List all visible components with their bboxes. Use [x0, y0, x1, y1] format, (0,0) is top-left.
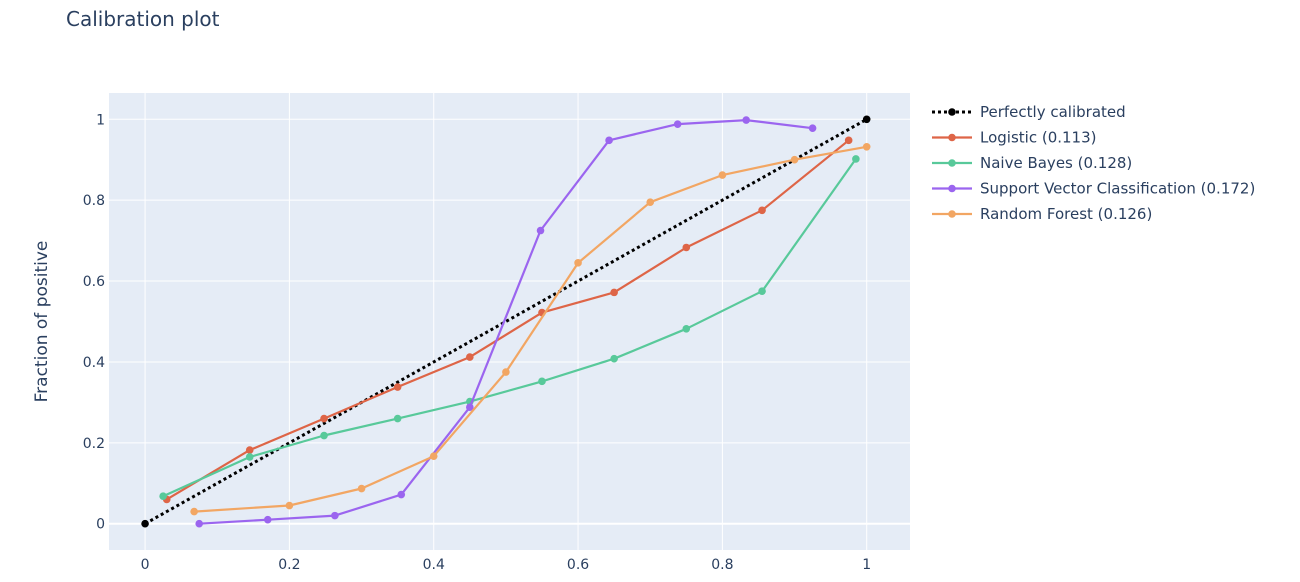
y-tick-label: 0.8	[83, 193, 105, 209]
data-point	[682, 324, 691, 333]
axis-ticks: 0 0.2 0.4 0.6 0.8 1 0 0.2 0.4 0.6 0.8 1	[83, 112, 871, 573]
series-3	[195, 116, 817, 528]
series-4	[190, 142, 871, 516]
data-point	[610, 288, 618, 297]
plot-area	[109, 93, 910, 550]
legend[interactable]: Perfectly calibrated Logistic (0.113) Naiv…	[932, 103, 1255, 223]
data-point	[610, 354, 618, 363]
data-point	[808, 124, 817, 132]
legend-label: Naive Bayes (0.128)	[980, 154, 1132, 172]
data-point	[245, 446, 254, 454]
legend-marker	[948, 133, 956, 142]
x-tick-label: 0.4	[423, 557, 445, 573]
data-point	[742, 116, 750, 124]
x-tick-label: 0.2	[278, 557, 300, 573]
data-point	[429, 452, 438, 460]
legend-marker	[948, 210, 956, 218]
data-point	[320, 431, 328, 440]
series-line	[194, 145, 867, 513]
data-point	[862, 115, 871, 124]
data-point	[190, 507, 198, 516]
series-0	[141, 115, 871, 528]
data-point	[502, 368, 510, 376]
data-point	[646, 198, 655, 206]
legend-marker	[948, 108, 956, 116]
data-point	[574, 259, 582, 267]
legend-marker	[948, 159, 956, 167]
data-point	[331, 511, 339, 520]
x-tick-label: 0.8	[711, 557, 733, 573]
x-tick-label: 1	[862, 557, 871, 573]
series-line	[199, 118, 813, 525]
data-point	[141, 519, 149, 528]
y-axis-title: Fraction of positive	[32, 241, 52, 403]
data-point	[852, 155, 860, 163]
data-point	[682, 243, 691, 252]
data-point	[285, 501, 294, 510]
legend-item[interactable]: Logistic (0.113)	[932, 129, 1096, 147]
legend-label: Support Vector Classification (0.172)	[980, 180, 1255, 198]
data-point	[673, 120, 682, 128]
legend-item[interactable]: Perfectly calibrated	[932, 103, 1126, 121]
legend-label: Perfectly calibrated	[980, 103, 1126, 121]
data-point	[393, 414, 402, 423]
data-point	[718, 171, 727, 179]
data-point	[538, 377, 546, 386]
data-point	[357, 484, 366, 493]
legend-label: Logistic (0.113)	[980, 129, 1096, 147]
y-tick-label: 1	[96, 112, 105, 128]
legend-item[interactable]: Naive Bayes (0.128)	[932, 154, 1132, 172]
data-point	[466, 403, 474, 412]
grid-lines	[109, 93, 910, 550]
y-tick-label: 0.6	[83, 274, 105, 290]
x-tick-label: 0	[141, 557, 150, 573]
data-point	[159, 492, 167, 501]
chart-title: Calibration plot	[66, 7, 220, 31]
x-tick-label: 0.6	[567, 557, 589, 573]
data-point	[466, 353, 474, 361]
y-tick-label: 0.2	[83, 436, 105, 452]
data-point	[790, 155, 799, 164]
data-point	[536, 226, 545, 235]
data-point	[195, 519, 204, 528]
y-tick-label: 0	[96, 517, 105, 533]
series-layer	[141, 115, 871, 528]
legend-label: Random Forest (0.126)	[980, 205, 1152, 223]
data-point	[605, 136, 613, 145]
data-point	[844, 136, 853, 145]
data-point	[758, 287, 766, 295]
series-line	[166, 139, 850, 501]
series-line	[162, 158, 857, 498]
y-tick-label: 0.4	[83, 355, 105, 371]
legend-item[interactable]: Support Vector Classification (0.172)	[932, 180, 1255, 198]
data-point	[397, 490, 406, 499]
legend-marker	[948, 184, 956, 193]
series-2	[159, 155, 860, 501]
data-point	[320, 414, 328, 423]
data-point	[263, 515, 272, 524]
data-point	[393, 383, 402, 391]
data-point	[245, 453, 254, 461]
data-point	[758, 206, 766, 215]
data-point	[862, 142, 871, 151]
legend-item[interactable]: Random Forest (0.126)	[932, 205, 1152, 223]
